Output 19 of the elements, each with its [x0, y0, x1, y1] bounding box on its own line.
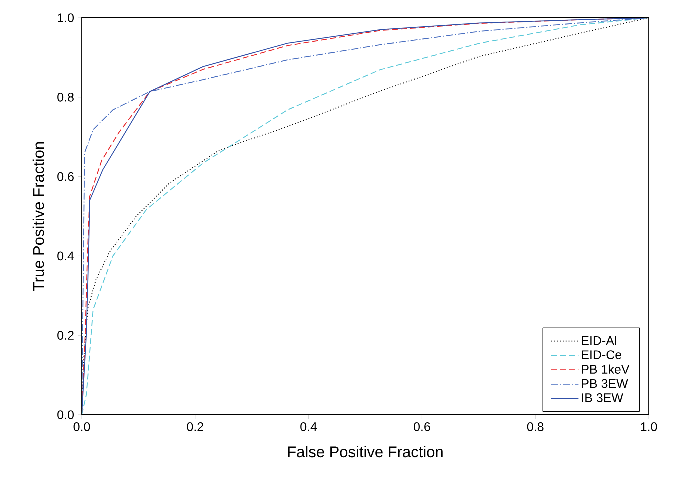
legend-label: EID-Ce: [582, 350, 622, 360]
x-tick-label: 0.2: [187, 422, 204, 432]
y-tick-label: 0.2: [58, 331, 74, 340]
legend-label: IB 3EW: [582, 394, 624, 402]
x-tick-label: 0.8: [527, 422, 544, 432]
x-tick-label: 0.4: [300, 422, 318, 432]
y-tick-label: 0.8: [58, 92, 74, 102]
x-tick-label: 0.6: [414, 422, 430, 432]
y-axis-title: True Positive Fraction: [32, 142, 44, 292]
y-tick-label: 0.0: [58, 410, 74, 420]
y-tick-label: 1.0: [58, 14, 74, 22]
legend-label: PB 1keV: [582, 364, 630, 374]
y-tick-label: 0.6: [58, 172, 74, 182]
legend-label: PB 3EW: [582, 379, 628, 388]
legend-label: EID-Al: [582, 336, 616, 346]
x-tick-label: 1.0: [641, 422, 658, 432]
x-axis-title: False Positive Fraction: [288, 446, 443, 458]
y-tick-label: 0.4: [58, 252, 74, 261]
x-tick-label: 0.0: [74, 422, 90, 432]
